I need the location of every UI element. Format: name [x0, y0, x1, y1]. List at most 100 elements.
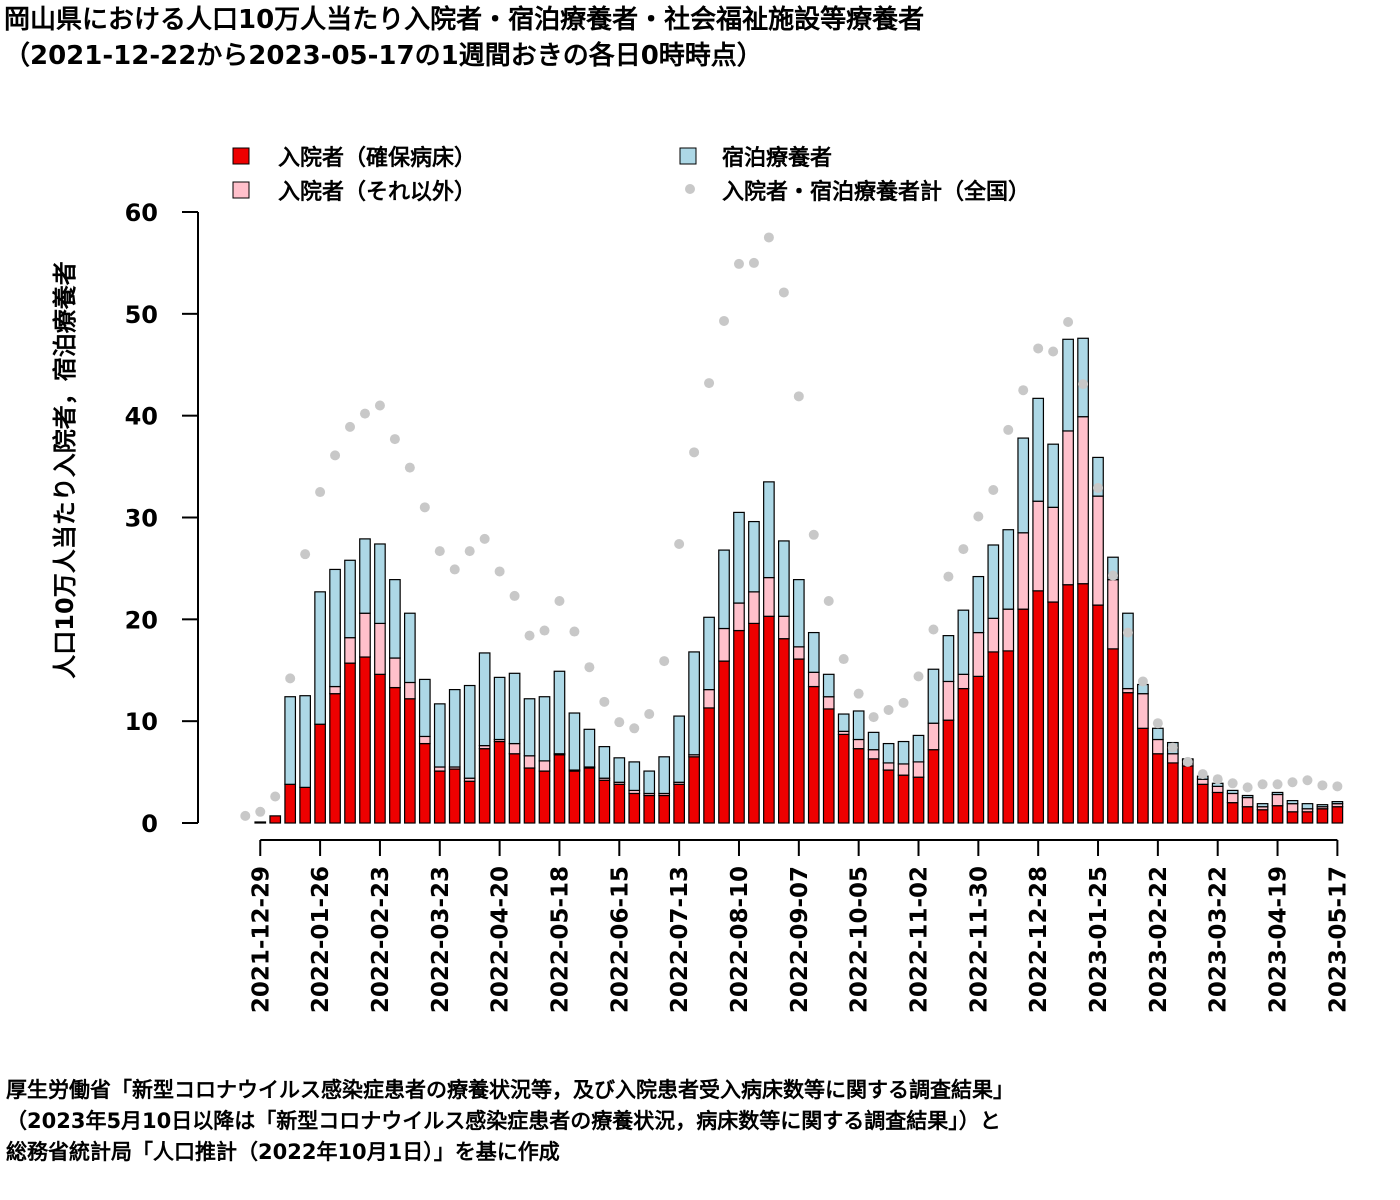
national-point — [868, 712, 879, 723]
bar-lodging — [822, 673, 835, 698]
x-tick-label: 2022-04-20 — [488, 866, 514, 1013]
bar-hosp-secured — [718, 660, 730, 824]
bar-hosp-secured — [344, 662, 356, 824]
x-tick-label: 2023-01-25 — [1086, 866, 1112, 1013]
bar-lodging — [912, 734, 925, 763]
bar-hosp-other — [718, 627, 730, 662]
bar-lodging — [404, 612, 416, 684]
bar-lodging — [284, 696, 297, 785]
national-point — [704, 378, 715, 389]
bar-hosp-secured — [987, 651, 1000, 824]
bar-lodging — [852, 710, 865, 741]
bar-lodging — [463, 684, 476, 779]
bar-lodging — [763, 481, 775, 579]
bar-hosp-secured — [1211, 791, 1224, 824]
bar-hosp-other — [852, 738, 865, 750]
x-tick-label: 2022-08-10 — [727, 866, 753, 1013]
y-tick-label: 20 — [125, 606, 158, 634]
national-point — [748, 257, 759, 268]
bar-hosp-secured — [583, 767, 596, 824]
national-point — [808, 529, 819, 540]
y-tick-label: 0 — [141, 810, 158, 838]
bar-hosp-other — [897, 763, 910, 776]
bar-hosp-secured — [1301, 811, 1314, 824]
national-point — [763, 232, 774, 243]
bar-hosp-secured — [598, 779, 611, 824]
bar-hosp-secured — [613, 783, 626, 824]
x-tick-label: 2022-05-18 — [547, 866, 573, 1013]
y-tick-label: 60 — [125, 199, 158, 227]
bar-lodging — [1077, 337, 1089, 418]
national-point — [689, 447, 700, 458]
bar-hosp-secured — [463, 780, 476, 824]
bar-lodging — [703, 616, 715, 691]
bar-hosp-secured — [1166, 762, 1179, 824]
y-axis-label: 人口10万人当たり入院者，宿泊療養者 — [51, 261, 79, 678]
bar-hosp-secured — [254, 821, 267, 824]
source-line-1: 厚生労働省「新型コロナウイルス感染症患者の療養状況等，及び入院患者受入病床数等に… — [6, 1078, 1014, 1102]
bar-hosp-secured — [1286, 811, 1299, 824]
national-point — [823, 596, 834, 607]
bar-hosp-other — [972, 631, 985, 677]
national-point — [1197, 769, 1208, 780]
national-point — [853, 688, 864, 699]
source-note: 厚生労働省「新型コロナウイルス感染症患者の療養状況等，及び入院患者受入病床数等に… — [6, 1075, 1014, 1168]
national-point — [1048, 346, 1059, 357]
bar-hosp-other — [523, 755, 536, 769]
national-point — [1182, 756, 1193, 767]
bar-hosp-secured — [448, 768, 461, 824]
bar-hosp-other — [987, 617, 1000, 653]
bar-hosp-secured — [538, 770, 551, 824]
bar-lodging — [673, 715, 685, 783]
national-point — [315, 487, 326, 498]
national-point — [494, 566, 505, 577]
bar-hosp-other — [748, 591, 760, 625]
x-tick-label: 2022-11-02 — [907, 866, 933, 1013]
bar-lodging — [1226, 789, 1239, 795]
bar-hosp-secured — [673, 783, 685, 824]
national-point — [659, 656, 670, 667]
bar-hosp-other — [389, 657, 401, 689]
bar-lodging — [1256, 803, 1269, 808]
bar-hosp-secured — [359, 656, 371, 824]
legend-label-lodging: 宿泊療養者 — [722, 145, 832, 171]
y-tick-label: 30 — [125, 505, 158, 533]
bar-hosp-other — [1286, 803, 1299, 813]
bar-hosp-other — [807, 671, 820, 688]
bar-hosp-secured — [792, 658, 805, 824]
bar-hosp-secured — [1316, 808, 1329, 824]
bar-lodging — [508, 672, 521, 745]
x-tick-label: 2022-12-28 — [1026, 866, 1052, 1013]
bar-hosp-other — [1137, 693, 1149, 729]
bar-lodging — [867, 731, 880, 751]
national-point — [1257, 779, 1268, 790]
x-tick-label: 2022-10-05 — [847, 866, 873, 1013]
national-point — [778, 287, 789, 298]
national-point — [374, 400, 385, 411]
bar-hosp-secured — [882, 769, 895, 824]
bar-hosp-secured — [1331, 806, 1344, 824]
y-tick-label: 10 — [125, 708, 158, 736]
bar-hosp-secured — [1047, 601, 1059, 824]
national-point — [300, 549, 311, 560]
bar-hosp-other — [418, 735, 431, 745]
bar-lodging — [1316, 804, 1329, 808]
bar-hosp-secured — [329, 693, 341, 824]
bar-lodging — [628, 761, 641, 792]
bar-hosp-secured — [299, 786, 311, 824]
national-point — [719, 315, 730, 326]
national-point — [434, 546, 445, 557]
y-tick-label: 40 — [125, 403, 158, 431]
bar-lodging — [389, 579, 401, 659]
national-point — [1272, 779, 1283, 790]
bar-lodging — [718, 549, 730, 630]
bar-hosp-secured — [733, 629, 745, 824]
bar-hosp-secured — [1196, 783, 1209, 824]
x-tick-label: 2022-11-30 — [966, 866, 992, 1013]
bar-hosp-secured — [1017, 608, 1030, 824]
national-point — [569, 626, 580, 637]
bar-hosp-other — [1047, 506, 1059, 603]
bar-lodging — [538, 696, 551, 762]
x-tick-label: 2023-03-22 — [1206, 866, 1232, 1013]
bar-lodging — [613, 757, 626, 783]
